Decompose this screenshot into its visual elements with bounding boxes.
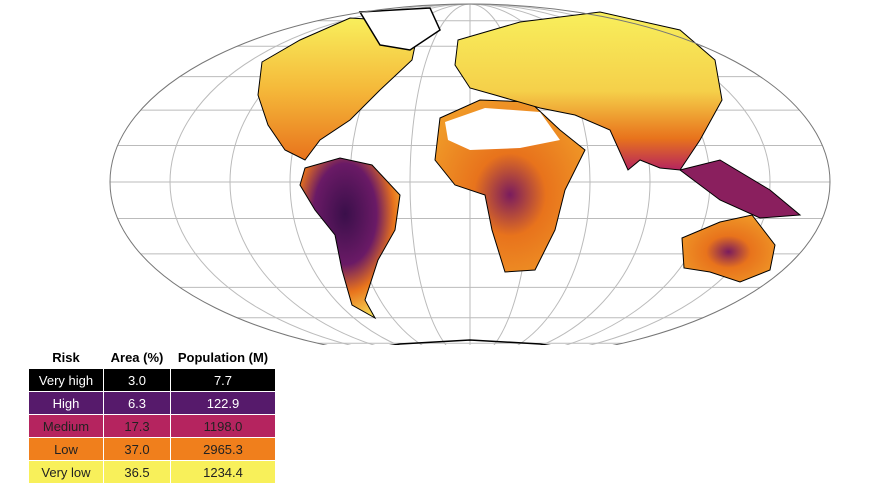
header-row: Risk Area (%) Population (M) [29, 346, 276, 369]
table-cell: Medium [28, 414, 104, 438]
map-outline [109, 3, 831, 345]
table-cell: 7.7 [170, 368, 276, 392]
table-cell: 1234.4 [170, 460, 276, 484]
table-body: Very high 3.0 7.7 High 6.3 122.9 Medium 17.3 119… [28, 368, 276, 484]
table-cell: 1198.0 [170, 414, 276, 438]
table-cell: 36.5 [103, 460, 171, 484]
table-cell: 6.3 [103, 391, 171, 415]
table-row: Very low 36.5 1234.4 [28, 460, 276, 484]
column-header: Population (M) [177, 349, 269, 365]
table-row: Very high 3.0 7.7 [28, 368, 276, 392]
sahara [445, 108, 560, 150]
antarctica [389, 339, 551, 345]
south-america [299, 157, 401, 320]
table-cell: 3.0 [103, 368, 171, 392]
table-cell: Very high [28, 368, 104, 392]
table-row: Low 37.0 2965.3 [28, 437, 276, 461]
southeast-asia [678, 159, 802, 219]
greenland [358, 7, 441, 51]
column-header: Risk [52, 349, 80, 365]
table-cell: 17.3 [103, 414, 171, 438]
north-america [257, 17, 421, 161]
table-row: High 6.3 122.9 [28, 391, 276, 415]
risk-table: Risk Area (%) Population (M) Very high 3.0 7… [28, 346, 276, 484]
table-cell: 122.9 [170, 391, 276, 415]
eurasia [454, 11, 723, 171]
table-cell: Very low [28, 460, 104, 484]
australia [681, 214, 776, 283]
table-cell: Low [28, 437, 104, 461]
table-cell: 2965.3 [170, 437, 276, 461]
table-row: Medium 17.3 1198.0 [28, 414, 276, 438]
column-header: Area (%) [110, 349, 164, 365]
table-cell: 37.0 [103, 437, 171, 461]
map [109, 3, 831, 345]
table-cell: High [28, 391, 104, 415]
